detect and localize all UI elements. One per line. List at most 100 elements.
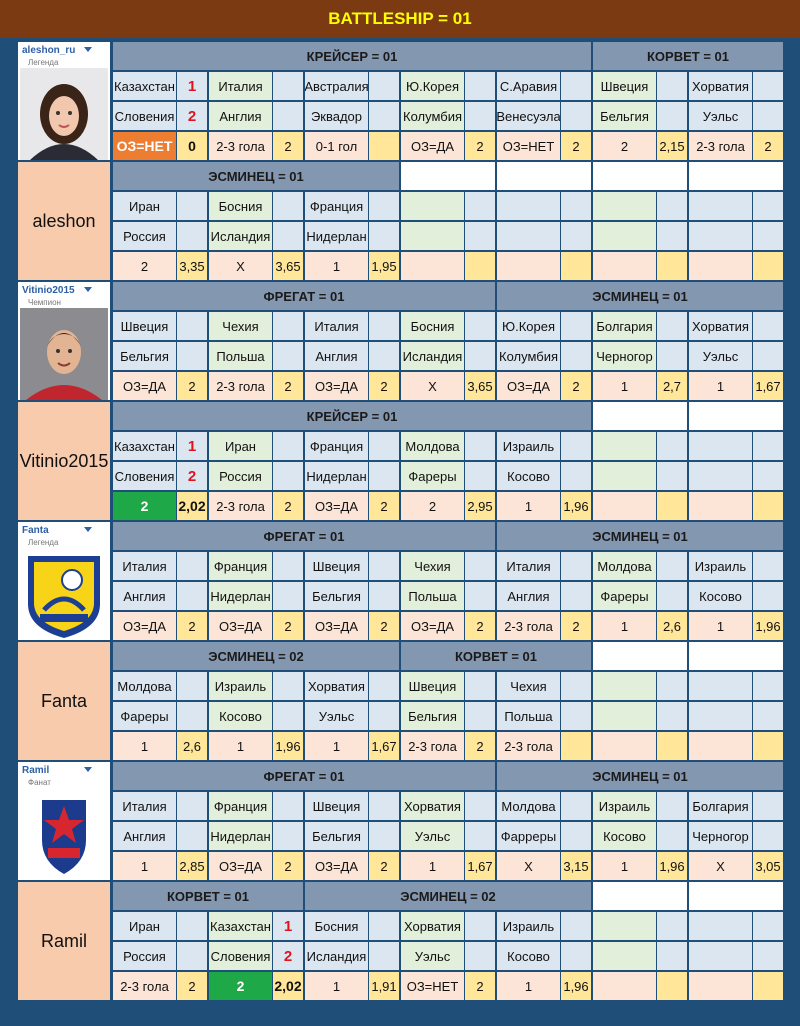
team-home: Болгария (689, 792, 752, 820)
score-home: 1 (177, 72, 207, 100)
bet: 2 (593, 132, 656, 160)
empty-cell (593, 462, 656, 490)
score-away (753, 582, 783, 610)
bet: 2 (209, 972, 272, 1000)
team-away: Россия (209, 462, 272, 490)
odds: 2 (177, 612, 207, 640)
team-away: Польша (401, 582, 464, 610)
odds: 2 (753, 132, 783, 160)
empty-cell (657, 252, 687, 280)
score-away (561, 702, 591, 730)
empty-cell (753, 462, 783, 490)
dropdown-caret[interactable] (84, 765, 94, 777)
score-home (369, 312, 399, 340)
team-away: Косово (497, 942, 560, 970)
score-away (177, 822, 207, 850)
empty-cell (593, 492, 656, 520)
empty-cell (593, 942, 656, 970)
odds: 2 (273, 852, 303, 880)
team-home: Израиль (689, 552, 752, 580)
team-away: Россия (113, 942, 176, 970)
team-home: Болгария (593, 312, 656, 340)
score-away (465, 102, 495, 130)
bet: ОЗ=НЕТ (401, 972, 464, 1000)
bet: X (209, 252, 272, 280)
odds: 1,96 (273, 732, 303, 760)
score-home (177, 552, 207, 580)
team-home: Израиль (497, 432, 560, 460)
empty-cell (689, 912, 752, 940)
team-away: Черногор (689, 822, 752, 850)
empty-cell (753, 672, 783, 700)
score-away (657, 102, 687, 130)
team-away: Нидерлан (305, 462, 368, 490)
score-away (465, 702, 495, 730)
team-home: Франция (209, 792, 272, 820)
team-away: Колумбия (401, 102, 464, 130)
bet: ОЗ=ДА (305, 852, 368, 880)
username[interactable]: Vitinio2015 (22, 285, 75, 296)
score-home (369, 792, 399, 820)
username[interactable]: Ramil (22, 765, 50, 776)
empty-cell (657, 942, 687, 970)
bet: 2-3 гола (689, 132, 752, 160)
score-home (177, 792, 207, 820)
dropdown-caret[interactable] (84, 285, 94, 297)
score-home (177, 192, 207, 220)
team-home: Хорватия (401, 912, 464, 940)
team-home: Швеция (593, 72, 656, 100)
dropdown-caret[interactable] (84, 525, 94, 537)
dropdown-caret[interactable] (84, 45, 94, 57)
odds: 2,02 (273, 972, 303, 1000)
team-home: Австралия (305, 72, 368, 100)
score-away: 2 (177, 102, 207, 130)
odds: 2,6 (177, 732, 207, 760)
score-home (177, 912, 207, 940)
odds: 2 (273, 372, 303, 400)
username[interactable]: Fanta (22, 525, 49, 536)
score-home (465, 432, 495, 460)
score-away (561, 822, 591, 850)
username[interactable]: aleshon_ru (22, 45, 76, 56)
score-home (369, 672, 399, 700)
team-home: Израиль (497, 912, 560, 940)
odds: 2 (273, 492, 303, 520)
empty-cell (497, 222, 560, 250)
score-home (465, 312, 495, 340)
odds: 3,65 (465, 372, 495, 400)
team-home: Казахстан (113, 72, 176, 100)
empty-cell (657, 222, 687, 250)
bet: 2 (401, 492, 464, 520)
score-away (273, 102, 303, 130)
score-home (273, 432, 303, 460)
bet: 1 (305, 252, 368, 280)
odds: 3,05 (753, 852, 783, 880)
empty-header (689, 162, 783, 190)
odds: 1,67 (753, 372, 783, 400)
group-header: ЭСМИНЕЦ = 01 (497, 522, 783, 550)
team-home: Швеция (305, 792, 368, 820)
group-header: КОРВЕТ = 01 (113, 882, 303, 910)
team-home: Босния (305, 912, 368, 940)
team-away: Англия (209, 102, 272, 130)
team-away: Косово (209, 702, 272, 730)
bet: ОЗ=ДА (209, 852, 272, 880)
score-away (753, 822, 783, 850)
bet: 1 (497, 492, 560, 520)
bet: 1 (401, 852, 464, 880)
team-home: Хорватия (689, 72, 752, 100)
group-header: ЭСМИНЕЦ = 02 (305, 882, 591, 910)
bet: 1 (305, 732, 368, 760)
score-home (561, 792, 591, 820)
odds: 2 (273, 612, 303, 640)
empty-cell (401, 222, 464, 250)
score-home: 1 (273, 912, 303, 940)
empty-cell (561, 222, 591, 250)
empty-cell (753, 702, 783, 730)
score-home (753, 312, 783, 340)
team-home: Италия (113, 792, 176, 820)
group-header: ЭСМИНЕЦ = 02 (113, 642, 399, 670)
empty-cell (593, 222, 656, 250)
group-header: ФРЕГАТ = 01 (113, 762, 495, 790)
odds: 2 (465, 972, 495, 1000)
